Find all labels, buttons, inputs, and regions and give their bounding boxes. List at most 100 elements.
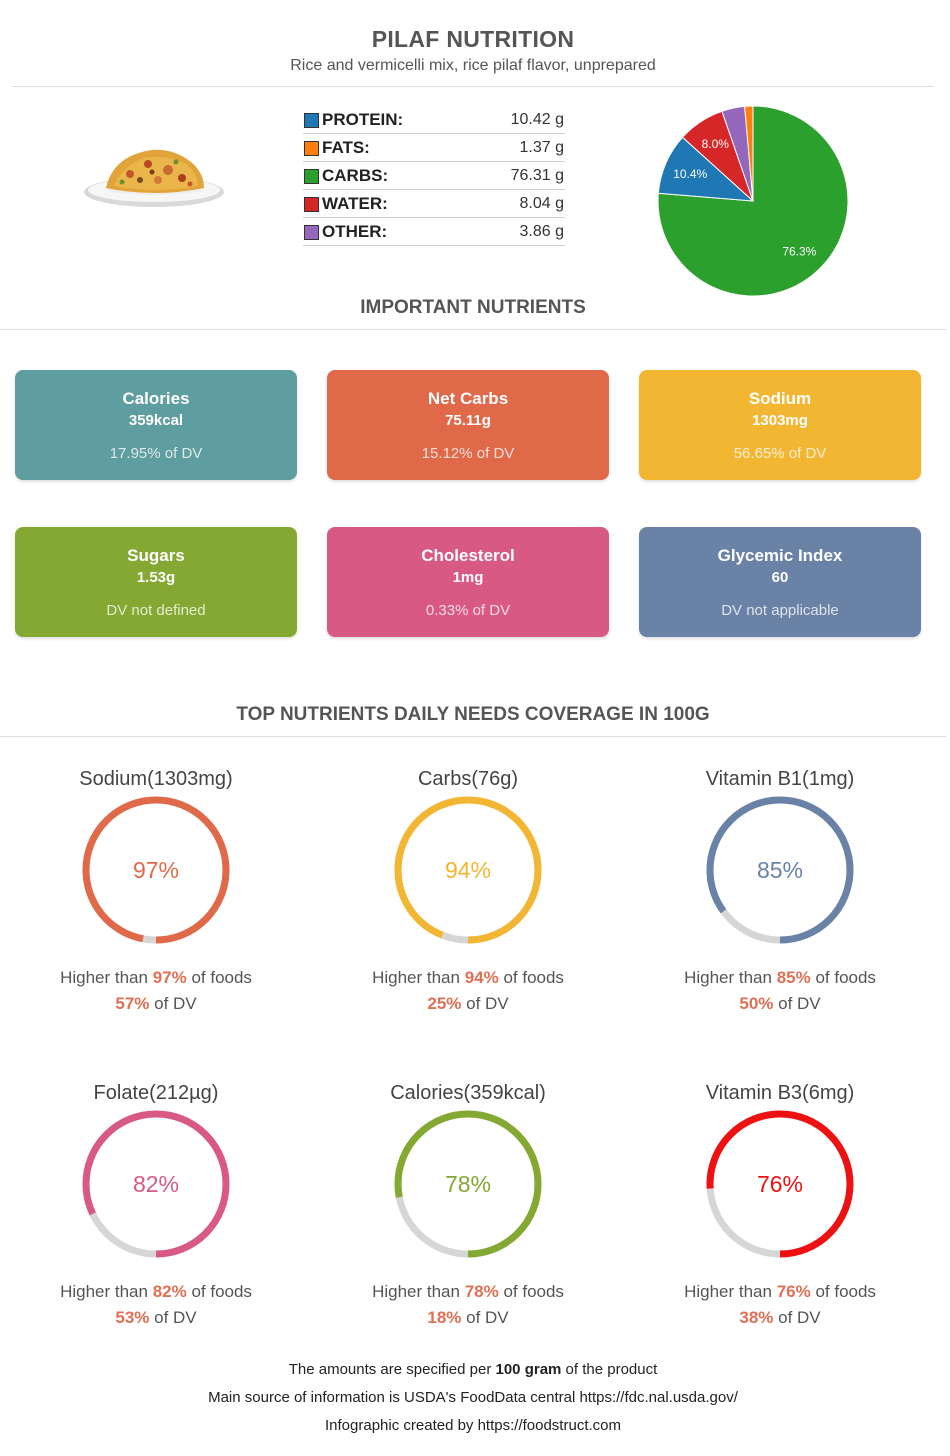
dv-suffix: of DV xyxy=(149,1308,197,1327)
higher-percent: 97% xyxy=(152,968,187,987)
macro-label: WATER: xyxy=(322,194,388,213)
coverage-higher-than: Higher than 85% of foods xyxy=(630,968,930,988)
coverage-nutrient-name: Vitamin B1(1mg) xyxy=(705,768,855,790)
coverage-nutrient-name: Carbs(76g) xyxy=(417,768,519,790)
card-value: 359kcal xyxy=(128,412,184,429)
coverage-ring: 97% xyxy=(82,796,230,944)
higher-suffix: of foods xyxy=(498,968,564,987)
coverage-dv: 50% of DV xyxy=(630,994,930,1014)
card-dv: 15.12% of DV xyxy=(421,445,515,462)
coverage-ring-fill xyxy=(82,796,230,944)
higher-percent: 78% xyxy=(464,1282,499,1301)
macro-row-protein: PROTEIN: 10.42 g xyxy=(303,106,565,134)
higher-suffix: of foods xyxy=(186,968,252,987)
carbs-swatch xyxy=(304,169,319,184)
higher-percent: 82% xyxy=(152,1282,187,1301)
card-calories: Calories 359kcal 17.95% of DV xyxy=(15,370,297,480)
dv-percent: 25% xyxy=(427,994,462,1013)
pie-label-carbs: 76.3% xyxy=(782,244,816,258)
dv-suffix: of DV xyxy=(149,994,197,1013)
pie-label-water: 8.0% xyxy=(702,137,730,151)
pie-slice-fats xyxy=(744,105,754,202)
coverage-dv: 57% of DV xyxy=(6,994,306,1014)
higher-suffix: of foods xyxy=(186,1282,252,1301)
higher-prefix: Higher than xyxy=(372,968,465,987)
coverage-higher-than: Higher than 78% of foods xyxy=(318,1282,618,1302)
coverage-nutrient-name: Folate(212µg) xyxy=(93,1082,219,1104)
higher-suffix: of foods xyxy=(498,1282,564,1301)
dv-percent: 50% xyxy=(739,994,774,1013)
card-name: Sugars xyxy=(127,546,185,565)
coverage-ring-fill xyxy=(706,796,854,944)
pie-label-protein: 10.4% xyxy=(673,167,707,181)
coverage-percent: 82% xyxy=(133,1171,179,1197)
dv-suffix: of DV xyxy=(773,994,821,1013)
dv-suffix: of DV xyxy=(461,994,509,1013)
card-value: 75.11g xyxy=(445,412,491,429)
footer-line-credit: Infographic created by https://foodstruc… xyxy=(325,1417,621,1434)
macro-pie-chart: 76.3% 10.4% 8.0% xyxy=(657,105,849,297)
higher-prefix: Higher than xyxy=(684,968,777,987)
macro-row-fats: FATS: 1.37 g xyxy=(303,134,565,162)
macro-row-carbs: CARBS: 76.31 g xyxy=(303,162,565,190)
coverage-ring-fill xyxy=(82,1110,230,1258)
pie-slice-carbs xyxy=(657,105,849,297)
coverage-ring: 82% xyxy=(82,1110,230,1258)
coverage-dv: 25% of DV xyxy=(318,994,618,1014)
footer-amounts-prefix: The amounts are specified per xyxy=(288,1361,496,1378)
card-dv: DV not defined xyxy=(106,602,206,619)
coverage-ring-fill xyxy=(394,796,542,944)
card-value: 60 xyxy=(771,569,789,586)
coverage-ring: 94% xyxy=(394,796,542,944)
macro-table: PROTEIN: 10.42 g FATS: 1.37 g CARBS: 76.… xyxy=(303,106,565,246)
other-swatch xyxy=(304,225,319,240)
header-divider xyxy=(12,86,934,87)
card-dv: 0.33% of DV xyxy=(425,602,511,619)
higher-percent: 76% xyxy=(776,1282,811,1301)
higher-prefix: Higher than xyxy=(60,1282,153,1301)
water-swatch xyxy=(304,197,319,212)
card-net-carbs: Net Carbs 75.11g 15.12% of DV xyxy=(327,370,609,480)
coverage-higher-than: Higher than 82% of foods xyxy=(6,1282,306,1302)
coverage-divider xyxy=(0,736,946,737)
coverage-ring-fill xyxy=(394,1110,542,1258)
footer-amounts-bold: 100 gram xyxy=(495,1361,562,1378)
dv-percent: 53% xyxy=(115,1308,150,1327)
fats-swatch xyxy=(304,141,319,156)
macro-value: 76.31 g xyxy=(510,167,564,184)
card-name: Calories xyxy=(122,389,190,408)
dv-percent: 57% xyxy=(115,994,150,1013)
macro-label: PROTEIN: xyxy=(322,110,404,129)
card-value: 1.53g xyxy=(136,569,176,586)
card-name: Net Carbs xyxy=(427,389,509,408)
card-name: Cholesterol xyxy=(421,546,515,565)
macro-value: 10.42 g xyxy=(510,111,564,128)
card-value: 1303mg xyxy=(752,412,808,429)
footer-line-source: Main source of information is USDA's Foo… xyxy=(208,1389,738,1406)
coverage-dv: 38% of DV xyxy=(630,1308,930,1328)
higher-prefix: Higher than xyxy=(372,1282,465,1301)
coverage-higher-than: Higher than 76% of foods xyxy=(630,1282,930,1302)
coverage-percent: 78% xyxy=(445,1171,491,1197)
card-value: 1mg xyxy=(452,569,484,586)
macro-value: 3.86 g xyxy=(519,223,564,240)
card-name: Sodium xyxy=(748,389,812,408)
coverage-nutrient-name: Calories(359kcal) xyxy=(390,1082,546,1104)
macro-label: CARBS: xyxy=(322,166,389,185)
coverage-dv: 53% of DV xyxy=(6,1308,306,1328)
coverage-title: TOP NUTRIENTS DAILY NEEDS COVERAGE IN 10… xyxy=(236,704,710,725)
footer-line-amounts: The amounts are specified per 100 gram o… xyxy=(0,1361,946,1378)
card-glycemic-index: Glycemic Index 60 DV not applicable xyxy=(639,527,921,637)
macro-value: 1.37 g xyxy=(519,139,564,156)
macro-row-water: WATER: 8.04 g xyxy=(303,190,565,218)
card-dv: DV not applicable xyxy=(721,602,839,619)
coverage-ring: 76% xyxy=(706,1110,854,1258)
macro-row-other: OTHER: 3.86 g xyxy=(303,218,565,246)
dv-suffix: of DV xyxy=(461,1308,509,1327)
card-cholesterol: Cholesterol 1mg 0.33% of DV xyxy=(327,527,609,637)
coverage-percent: 85% xyxy=(757,857,803,883)
dv-suffix: of DV xyxy=(773,1308,821,1327)
card-dv: 17.95% of DV xyxy=(109,445,203,462)
coverage-dv: 18% of DV xyxy=(318,1308,618,1328)
macro-value: 8.04 g xyxy=(519,195,564,212)
